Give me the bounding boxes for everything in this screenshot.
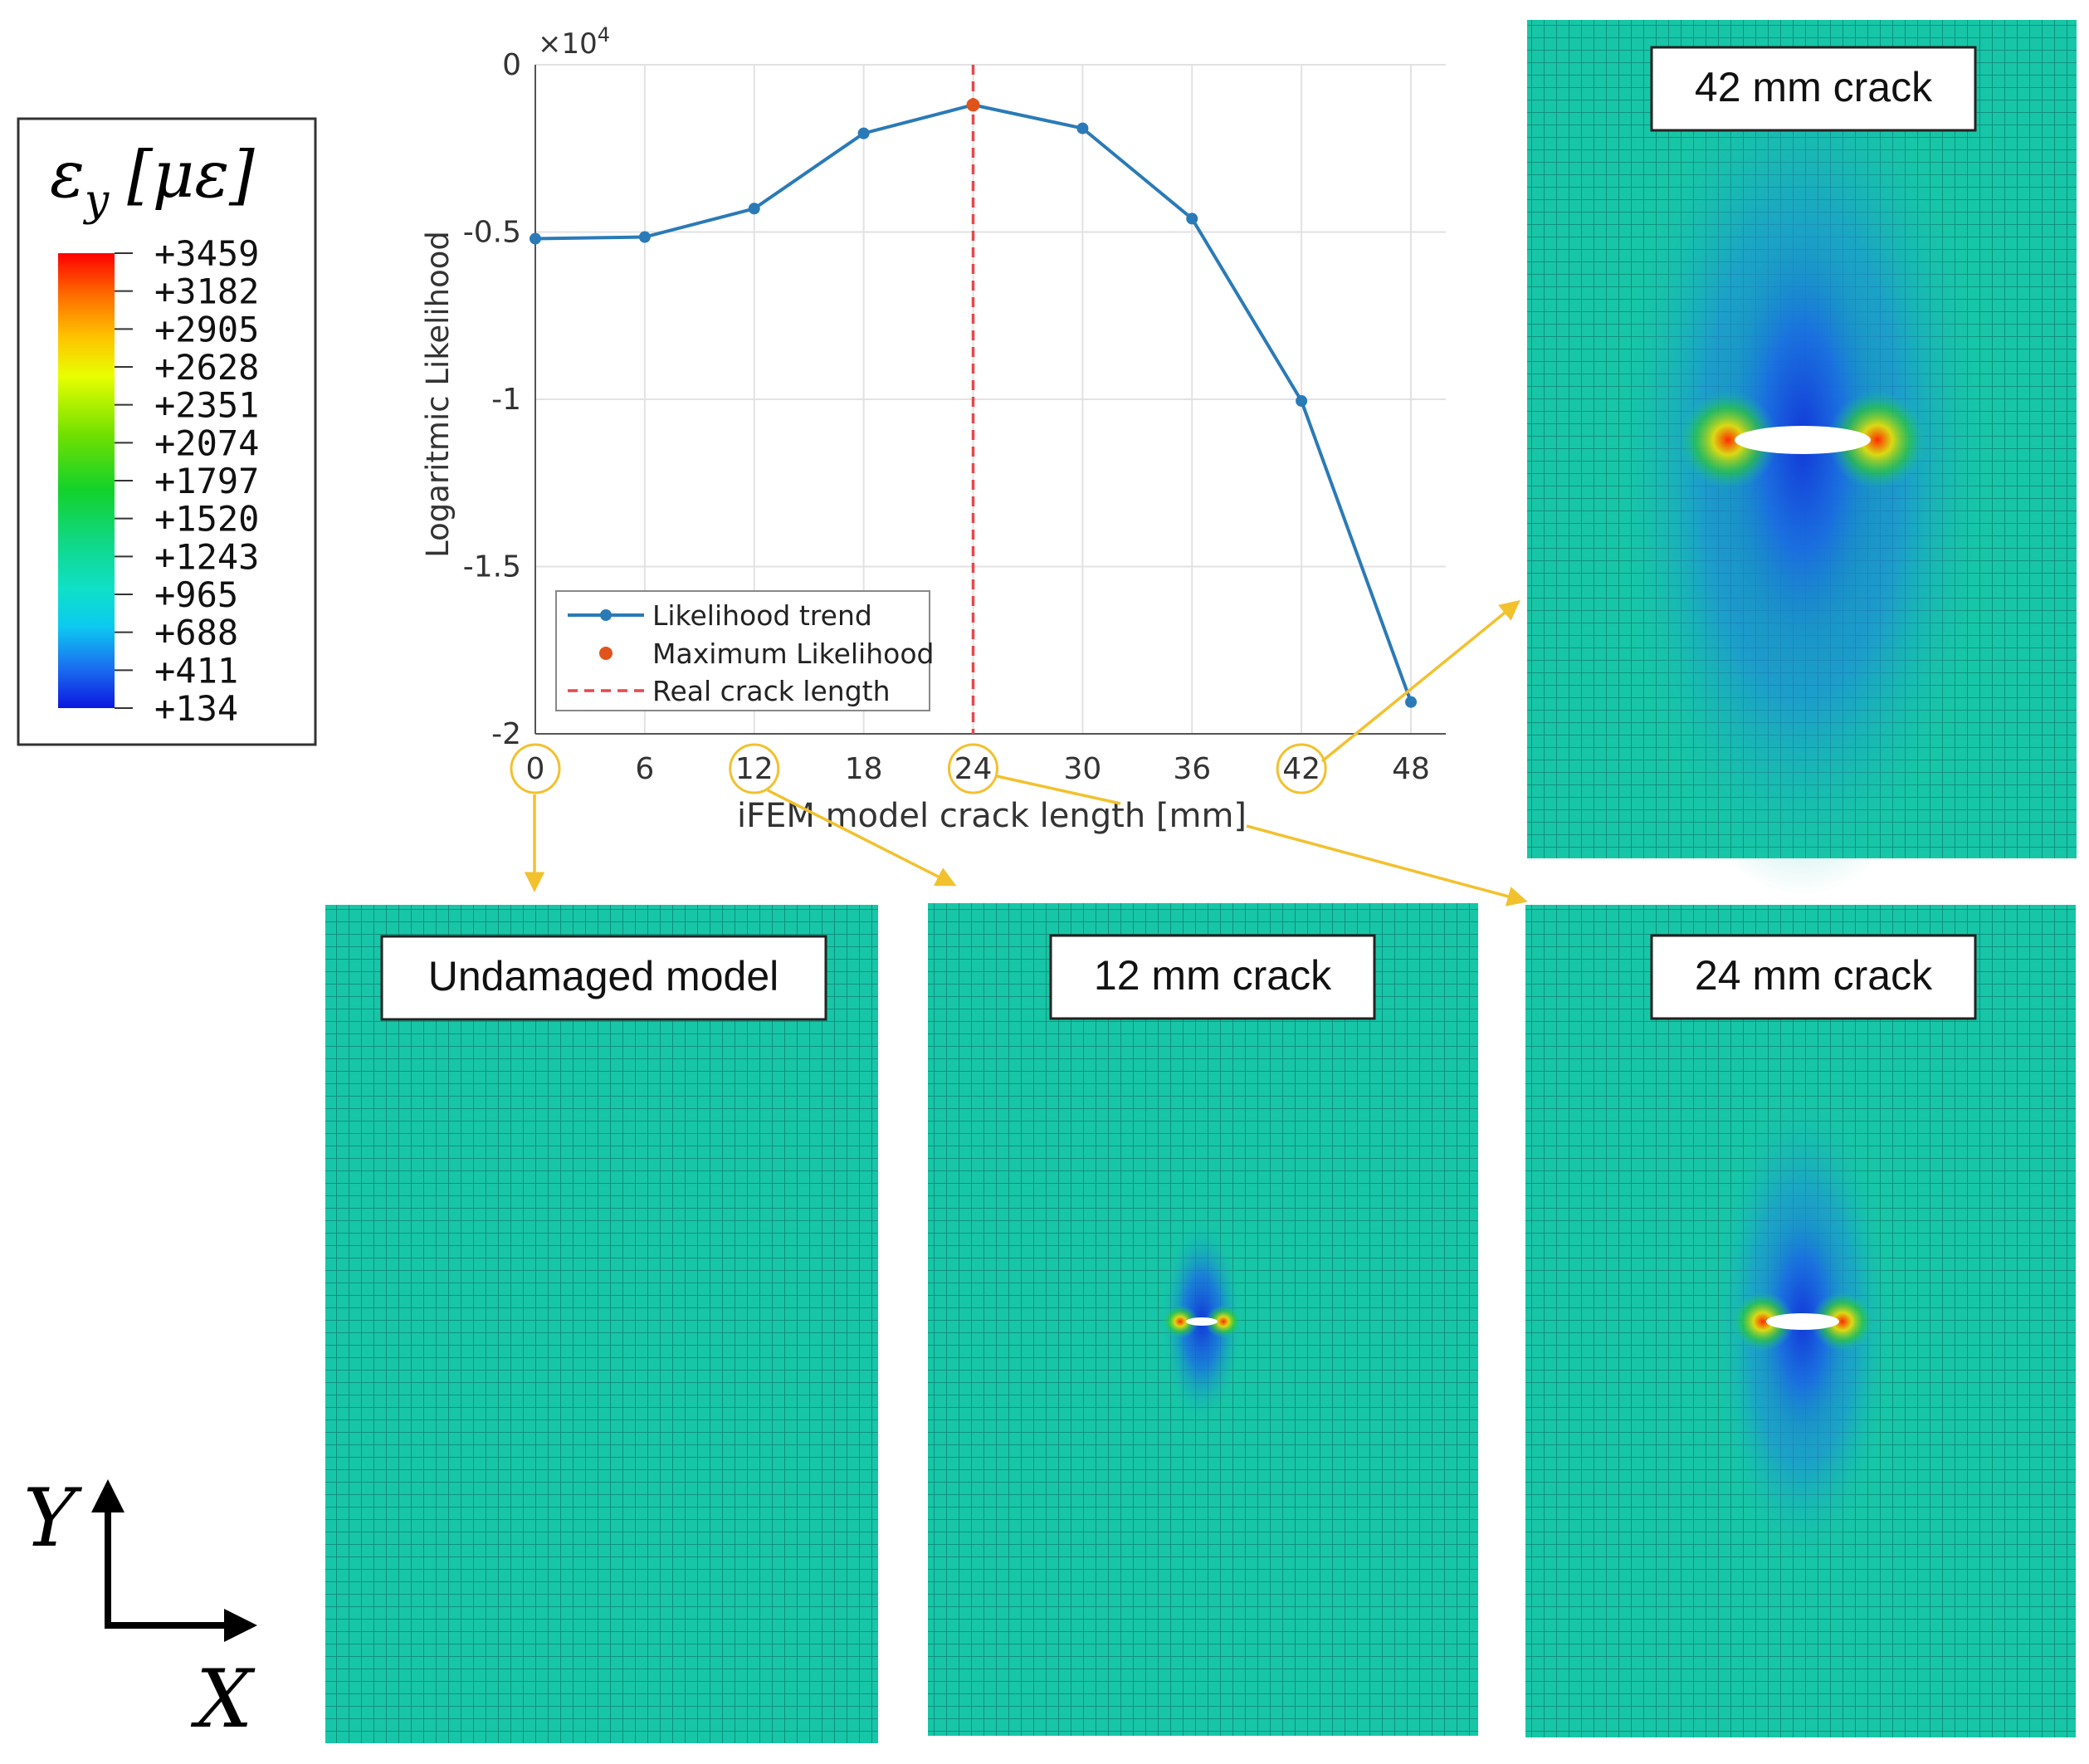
- x-tick-label: 6: [635, 752, 654, 786]
- panel-label-box-12mm: [1049, 934, 1376, 1020]
- crack-tip-left-12mm: [1162, 1305, 1198, 1338]
- x-tick-label: 0: [526, 752, 545, 786]
- colorbar-tick-label: +965: [154, 574, 238, 615]
- crack-42mm: [1735, 426, 1871, 454]
- crack-tip-right-12mm: [1205, 1305, 1242, 1338]
- maximum-likelihood-point: [966, 98, 980, 112]
- triad-y-label: Y: [23, 1472, 83, 1565]
- x-tick-labels: 0 6 12 18 24 30 36 42 48: [526, 752, 1430, 786]
- tick-highlight-circle: [510, 743, 561, 794]
- arrow-to-42mm: [1320, 599, 1520, 763]
- legend-trend-marker: [600, 609, 612, 621]
- panel-label-box-42mm: [1650, 46, 1977, 132]
- panel-label-undamaged: Undamaged model: [428, 953, 779, 999]
- x-axis-label: iFEM model crack length [mm]: [737, 797, 1247, 835]
- colorbar-tick-label: +2905: [154, 309, 259, 349]
- colorbar-title-var: ε: [50, 138, 85, 213]
- crack-tip-left-42mm: [1678, 390, 1778, 490]
- likelihood-point: [1296, 395, 1308, 408]
- axes-triad: Y X: [23, 1472, 257, 1746]
- triad-x-label: X: [190, 1653, 256, 1746]
- tick-highlight-circle: [1276, 743, 1327, 794]
- y-exponent-label: ×104: [538, 23, 610, 61]
- y-tick-label: -0.5: [463, 216, 521, 250]
- likelihood-chart: 0 6 12 18 24 30 36 42 48 0 -0.5 -1 -1.5 -2 ×104 Loga…: [420, 23, 1446, 835]
- colorbar-title-sub: y: [83, 176, 110, 226]
- tick-highlight-circle: [729, 743, 780, 794]
- colorbar-tick-label: +1520: [154, 499, 259, 540]
- colorbar-legend: εy [με] +3459+3182+2905+2628+2351+2074+17…: [17, 117, 317, 746]
- colorbar-tick-label: +1243: [154, 536, 259, 577]
- x-tick-label: 24: [954, 752, 993, 786]
- colorbar-tick-label: +2074: [154, 423, 259, 463]
- plate-undamaged: [325, 905, 878, 1743]
- panel-12mm: 12 mm crack: [928, 903, 1478, 1736]
- panel-undamaged: Undamaged model: [325, 905, 878, 1743]
- colorbar-ticks: +3459+3182+2905+2628+2351+2074+1797+1520…: [115, 233, 259, 729]
- likelihood-point: [1186, 213, 1198, 225]
- legend-trend-label: Likelihood trend: [652, 599, 872, 632]
- likelihood-point: [857, 127, 870, 139]
- crack-tip-right-24mm: [1811, 1292, 1874, 1351]
- colorbar-tick-label: +3182: [154, 271, 259, 312]
- legend-max-marker: [599, 647, 613, 660]
- colorbar-tick-label: +134: [154, 688, 238, 729]
- colorbar-tick-label: +2628: [154, 347, 259, 388]
- x-tick-label: 30: [1063, 752, 1101, 786]
- colorbar-title: εy [με]: [50, 138, 255, 226]
- y-tick-label: -1: [491, 383, 521, 417]
- panel-42mm: 42 mm crack: [1527, 20, 2077, 897]
- colorbar-gradient: [58, 253, 115, 708]
- crack-12mm: [1186, 1317, 1218, 1326]
- x-tick-label: 42: [1282, 752, 1320, 786]
- panel-label-24mm: 24 mm crack: [1695, 952, 1933, 999]
- colorbar-tick-label: +2351: [154, 385, 259, 426]
- crack-tip-right-42mm: [1828, 390, 1927, 490]
- y-tick-label: -2: [491, 717, 521, 751]
- legend-real-label: Real crack length: [652, 675, 891, 707]
- y-tick-labels: 0 -0.5 -1 -1.5 -2: [463, 48, 521, 751]
- arrow-to-24mm-from-tick: [996, 774, 1121, 805]
- panel-label-box-24mm: [1650, 934, 1977, 1020]
- colorbar-tick-label: +688: [154, 613, 238, 653]
- panel-label-42mm: 42 mm crack: [1695, 64, 1933, 110]
- likelihood-point: [638, 231, 651, 243]
- y-tick-label: 0: [502, 48, 521, 82]
- x-tick-label: 12: [735, 752, 774, 786]
- callout-arrows: [524, 599, 1528, 906]
- colorbar-tick-label: +3459: [154, 233, 259, 274]
- arrow-to-24mm: [1246, 824, 1528, 906]
- panel-label-box-undamaged: [380, 935, 827, 1021]
- legend-max-label: Maximum Likelihood: [652, 638, 934, 670]
- likelihood-trend-points: [530, 99, 1417, 708]
- y-tick-label: -1.5: [463, 550, 521, 584]
- x-tick-label: 18: [845, 752, 883, 786]
- tick-highlight-circle: [948, 743, 998, 794]
- x-tick-label: 36: [1173, 752, 1211, 786]
- colorbar-tick-label: +1797: [154, 461, 259, 501]
- colorbar-title-unit: [με]: [127, 138, 255, 213]
- panel-label-12mm: 12 mm crack: [1094, 952, 1332, 999]
- arrow-to-12mm: [767, 789, 957, 887]
- y-axis-label: Logaritmic Likelihood: [420, 231, 456, 558]
- panel-24mm: 24 mm crack: [1525, 905, 2076, 1737]
- likelihood-point: [1076, 122, 1089, 134]
- crack-tip-left-24mm: [1731, 1292, 1794, 1351]
- likelihood-point: [1405, 696, 1417, 708]
- tick-highlight-circles: [510, 743, 1327, 794]
- chart-legend: Likelihood trend Maximum Likelihood Real…: [555, 590, 934, 711]
- crack-24mm: [1766, 1313, 1839, 1330]
- x-tick-label: 48: [1392, 752, 1430, 786]
- colorbar-tick-label: +411: [154, 650, 238, 691]
- likelihood-point: [748, 203, 760, 215]
- likelihood-point: [530, 232, 541, 245]
